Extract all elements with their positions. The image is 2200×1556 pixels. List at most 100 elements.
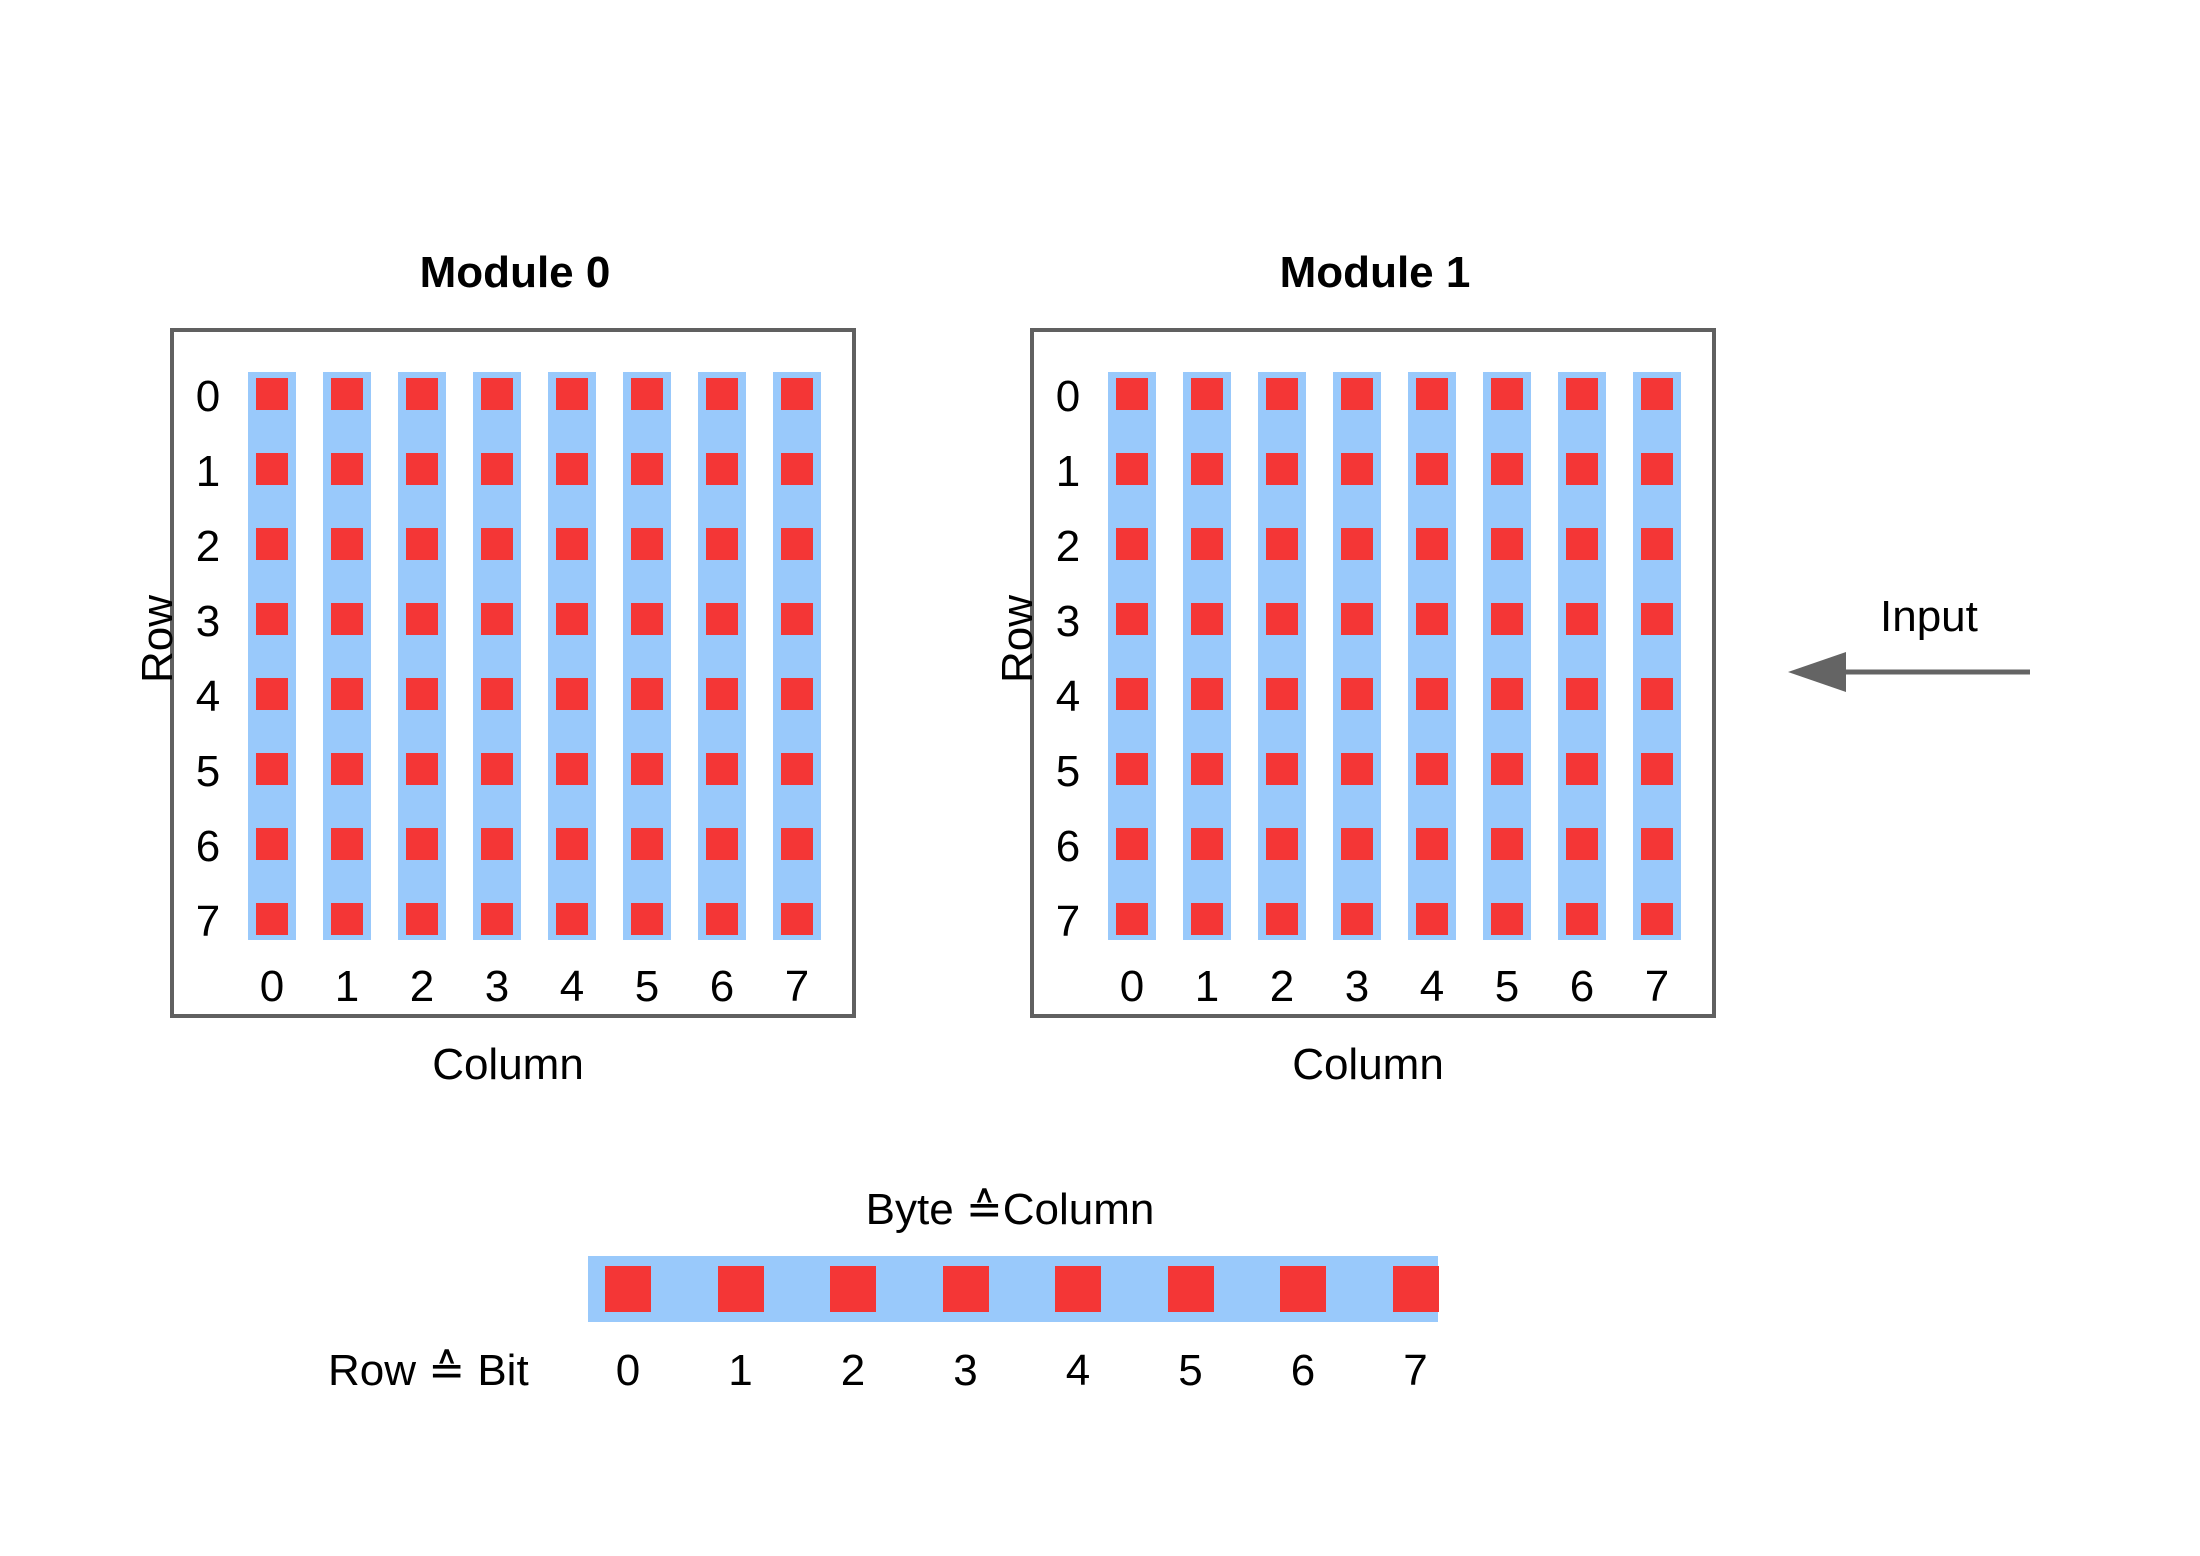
led-bit	[706, 453, 738, 485]
led-bit	[1641, 528, 1673, 560]
led-bit	[1641, 828, 1673, 860]
led-bit	[1341, 453, 1373, 485]
led-bit	[631, 753, 663, 785]
led-bit	[406, 453, 438, 485]
led-bit	[781, 453, 813, 485]
led-bit	[1341, 603, 1373, 635]
led-bit	[1566, 903, 1598, 935]
led-bit	[556, 603, 588, 635]
row-index-label: 2	[1055, 522, 1081, 571]
led-bit	[481, 378, 513, 410]
led-bit	[631, 453, 663, 485]
legend-bit	[942, 1266, 989, 1312]
led-bit	[1491, 903, 1523, 935]
row-index-label: 7	[195, 897, 221, 946]
row-index-label: 3	[195, 597, 221, 646]
column-index-label: 0	[1119, 962, 1145, 1011]
led-bit	[1116, 828, 1148, 860]
column-index-label: 2	[1269, 962, 1295, 1011]
legend-row-label: Row ≙ Bit	[328, 1346, 529, 1395]
led-bit	[556, 528, 588, 560]
led-bit	[1641, 678, 1673, 710]
led-bit	[1341, 528, 1373, 560]
led-bit	[1416, 378, 1448, 410]
led-bit	[1416, 603, 1448, 635]
led-bit	[256, 378, 288, 410]
led-bit	[1191, 528, 1223, 560]
led-bit	[256, 528, 288, 560]
column-index-label: 7	[784, 962, 810, 1011]
led-bit	[706, 828, 738, 860]
led-bit	[706, 753, 738, 785]
led-bit	[1266, 903, 1298, 935]
row-index-label: 7	[1055, 897, 1081, 946]
led-bit	[1491, 828, 1523, 860]
led-bit	[1341, 378, 1373, 410]
led-bit	[1566, 828, 1598, 860]
led-bit	[1341, 753, 1373, 785]
led-bit	[1191, 903, 1223, 935]
row-index-label: 1	[1055, 447, 1081, 496]
led-bit	[631, 528, 663, 560]
module-title: Module 1	[1279, 248, 1471, 297]
led-bit	[1191, 378, 1223, 410]
legend-bit-index: 5	[1178, 1346, 1203, 1395]
led-bit	[481, 453, 513, 485]
legend-title: Byte ≙Column	[865, 1185, 1155, 1234]
led-bit	[331, 603, 363, 635]
column-index-label: 1	[334, 962, 360, 1011]
led-bit	[1416, 528, 1448, 560]
row-index-label: 2	[195, 522, 221, 571]
column-index-label: 6	[1569, 962, 1595, 1011]
led-bit	[631, 903, 663, 935]
led-bit	[1266, 378, 1298, 410]
module-frame	[170, 328, 856, 1018]
legend-bit-index: 3	[953, 1346, 978, 1395]
module-frame	[1030, 328, 1716, 1018]
led-bit	[1641, 903, 1673, 935]
led-bit	[406, 828, 438, 860]
column-index-label: 3	[1344, 962, 1370, 1011]
legend-bit-index: 2	[840, 1346, 866, 1395]
led-bit	[481, 903, 513, 935]
legend-bit-index: 1	[728, 1346, 753, 1395]
led-bit	[1566, 678, 1598, 710]
column-index-label: 6	[709, 962, 735, 1011]
led-bit	[406, 753, 438, 785]
led-bit	[1266, 603, 1298, 635]
led-bit	[1641, 453, 1673, 485]
row-index-label: 0	[195, 372, 221, 421]
led-bit	[1566, 603, 1598, 635]
legend-bit	[830, 1266, 876, 1312]
led-bit	[706, 603, 738, 635]
column-axis-label: Column	[432, 1040, 584, 1089]
led-bit	[406, 903, 438, 935]
led-bit	[256, 453, 288, 485]
led-bit	[1191, 678, 1223, 710]
legend-bit	[1392, 1266, 1439, 1312]
led-bit	[406, 678, 438, 710]
led-bit	[556, 828, 588, 860]
legend-bit-index: 4	[1065, 1346, 1091, 1395]
row-index-label: 4	[1055, 672, 1081, 721]
column-index-label: 4	[559, 962, 585, 1011]
column-index-label: 1	[1194, 962, 1220, 1011]
row-index-label: 3	[1055, 597, 1081, 646]
row-index-label: 6	[1055, 822, 1081, 871]
led-bit	[781, 528, 813, 560]
led-bit	[1191, 828, 1223, 860]
led-bit	[331, 528, 363, 560]
legend-bit	[1280, 1266, 1326, 1312]
led-bit	[1341, 678, 1373, 710]
led-bit	[1416, 903, 1448, 935]
led-bit	[1491, 603, 1523, 635]
led-bit	[556, 678, 588, 710]
legend-bit	[1167, 1266, 1214, 1312]
led-bit	[481, 603, 513, 635]
led-bit	[481, 528, 513, 560]
row-index-label: 5	[1055, 747, 1081, 796]
led-bit	[1641, 753, 1673, 785]
led-bit	[481, 753, 513, 785]
led-bit	[256, 828, 288, 860]
led-bit	[331, 753, 363, 785]
